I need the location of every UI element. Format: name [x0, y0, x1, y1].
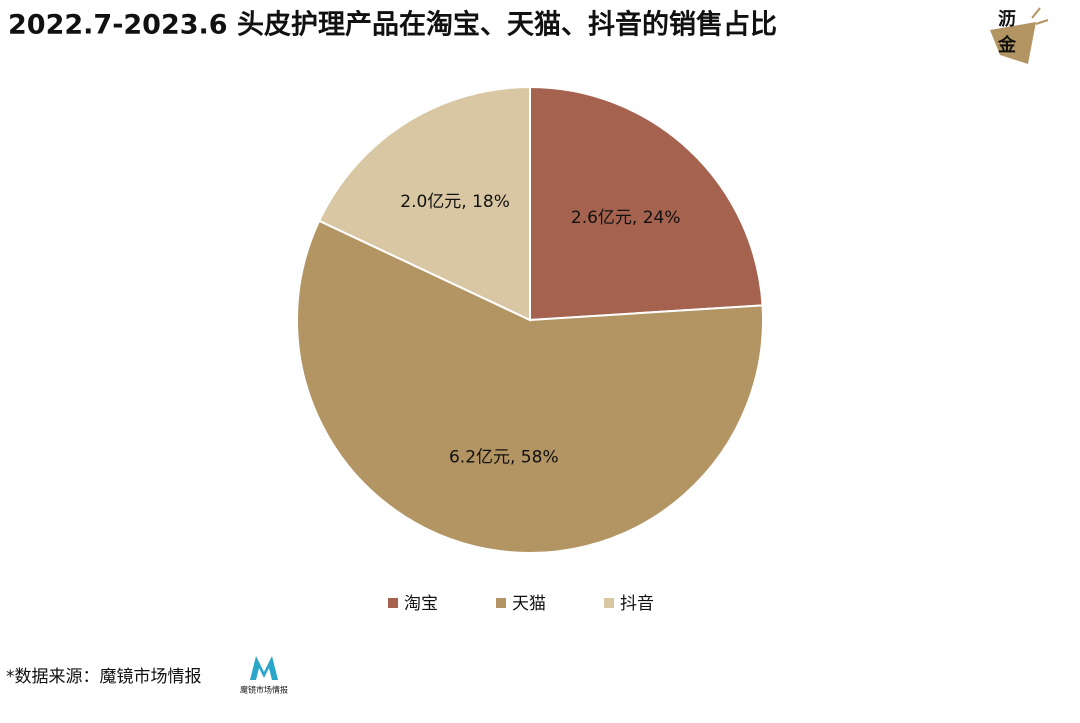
brand-logo: 沥 金 [990, 7, 1049, 64]
legend-label: 天猫 [512, 594, 546, 614]
data-label: 2.0亿元, 18% [400, 192, 510, 212]
source-logo: 魔镜市场情报 [240, 656, 288, 695]
legend-label: 淘宝 [404, 594, 438, 614]
logo-shape [990, 22, 1036, 64]
legend-label: 抖音 [620, 594, 654, 614]
pie-slice [296, 219, 764, 554]
logo-text: 魔镜市场情报 [240, 685, 288, 695]
pie-slice [529, 85, 764, 322]
legend-swatch [496, 598, 506, 608]
data-label: 2.6亿元, 24% [571, 208, 681, 228]
source-note: *数据来源：魔镜市场情报 [6, 667, 202, 687]
logo-ray [1035, 19, 1049, 25]
legend-swatch [604, 598, 614, 608]
logo-mark [250, 656, 278, 680]
logo-ray [1031, 7, 1041, 19]
data-label: 6.2亿元, 58% [449, 447, 559, 467]
legend-swatch [388, 598, 398, 608]
logo-text: 金 [997, 34, 1017, 56]
pie-slice [317, 85, 531, 322]
logo-text: 沥 [998, 9, 1016, 30]
chart-title: 2022.7-2023.6 头皮护理产品在淘宝、天猫、抖音的销售占比 [8, 9, 777, 41]
